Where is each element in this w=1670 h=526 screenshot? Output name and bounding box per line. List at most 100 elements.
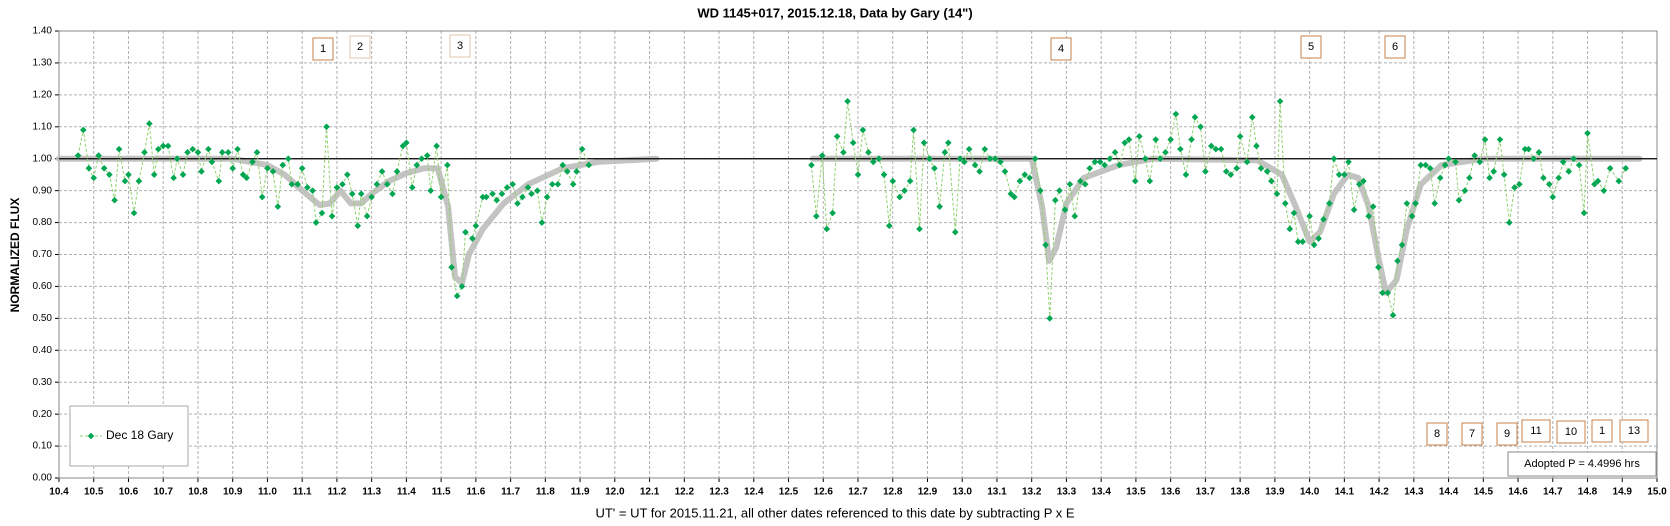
data-point (344, 171, 351, 178)
data-point (462, 228, 469, 236)
x-tick-label: 15.0 (1647, 487, 1667, 498)
data-point (1394, 257, 1401, 265)
data-point (215, 177, 223, 185)
data-point (493, 196, 501, 204)
annotation-label: 7 (1469, 428, 1475, 440)
data-point (1021, 171, 1029, 178)
data-point (328, 212, 336, 220)
data-point (578, 145, 586, 153)
data-point (309, 187, 316, 194)
y-tick-label: 1.30 (33, 58, 53, 69)
data-point (1426, 164, 1434, 172)
data-point (323, 123, 330, 131)
annotation-label: Adopted P = 4.4996 hrs (1524, 458, 1640, 470)
x-tick-label: 14.2 (1369, 487, 1389, 498)
x-tick-label: 13.5 (1126, 487, 1146, 498)
data-point (808, 161, 815, 169)
data-point (1384, 289, 1392, 297)
data-point (1106, 155, 1114, 163)
data-point (1125, 136, 1133, 143)
data-point (559, 161, 567, 169)
data-point (833, 133, 841, 140)
data-point (1549, 193, 1557, 201)
annotation-label: 8 (1434, 428, 1440, 440)
annotation-box (1556, 420, 1586, 444)
data-point (146, 120, 153, 127)
data-point (368, 193, 375, 201)
data-point (1290, 209, 1298, 217)
data-point (378, 168, 386, 175)
annotation-label: 6 (1392, 41, 1398, 53)
model-curve (56, 155, 1643, 296)
data-point (1217, 145, 1225, 153)
data-point (1422, 161, 1429, 169)
data-point (198, 168, 205, 175)
data-point (554, 180, 562, 188)
data-point (1077, 177, 1084, 185)
data-point (458, 283, 466, 290)
data-point (1350, 206, 1358, 214)
y-tick-label: 1.40 (33, 26, 53, 37)
annotation-box (1619, 419, 1649, 443)
annotation-box (1591, 419, 1613, 443)
data-point (509, 180, 516, 188)
data-point (956, 155, 964, 163)
data-point (1101, 161, 1108, 169)
data-point (1253, 142, 1260, 150)
data-point (1570, 155, 1577, 163)
data-point (910, 126, 917, 134)
data-point (818, 152, 826, 159)
y-tick-label: 1.00 (33, 153, 53, 164)
data-point (1408, 212, 1416, 220)
data-point (150, 171, 158, 178)
data-point (1156, 155, 1164, 163)
data-point (1052, 196, 1059, 204)
data-point (205, 145, 212, 153)
data-point (534, 187, 541, 194)
data-point (1320, 216, 1327, 223)
x-tick-label: 11.6 (466, 487, 485, 498)
data-point (1375, 263, 1382, 271)
data-point (155, 145, 162, 153)
data-point (173, 155, 181, 163)
x-tick-label: 11.9 (571, 487, 590, 498)
data-point (433, 142, 440, 150)
annotation-box (1426, 422, 1448, 446)
data-point (1565, 168, 1573, 175)
data-point (354, 222, 362, 230)
annotation-label: 4 (1058, 43, 1064, 55)
data-point (403, 139, 410, 147)
data-point (179, 171, 187, 178)
data-point (1496, 136, 1504, 143)
data-point (1521, 145, 1529, 153)
data-point (1066, 180, 1074, 188)
annotation-label: 9 (1504, 428, 1510, 440)
data-point (418, 155, 425, 163)
data-point (1606, 164, 1614, 172)
data-point (1046, 315, 1054, 322)
data-point (936, 203, 943, 210)
data-point (408, 184, 416, 191)
data-point (357, 190, 365, 198)
data-point (1121, 139, 1129, 147)
x-tick-label: 11.0 (258, 487, 277, 498)
annotation-box (449, 34, 471, 58)
data-point (253, 149, 261, 156)
data-point (100, 164, 108, 172)
data-point (1516, 180, 1523, 188)
data-point (413, 161, 421, 169)
data-point (1441, 161, 1449, 169)
data-point (1481, 136, 1489, 143)
data-point (269, 168, 277, 175)
data-point (115, 145, 123, 153)
data-point (823, 225, 831, 233)
data-point (1580, 209, 1588, 217)
data-point (1417, 161, 1425, 169)
data-point (1299, 238, 1306, 246)
data-point (1360, 177, 1367, 185)
annotation-box (349, 35, 371, 59)
data-point (448, 263, 455, 271)
data-point (926, 155, 933, 163)
data-point (383, 180, 391, 188)
